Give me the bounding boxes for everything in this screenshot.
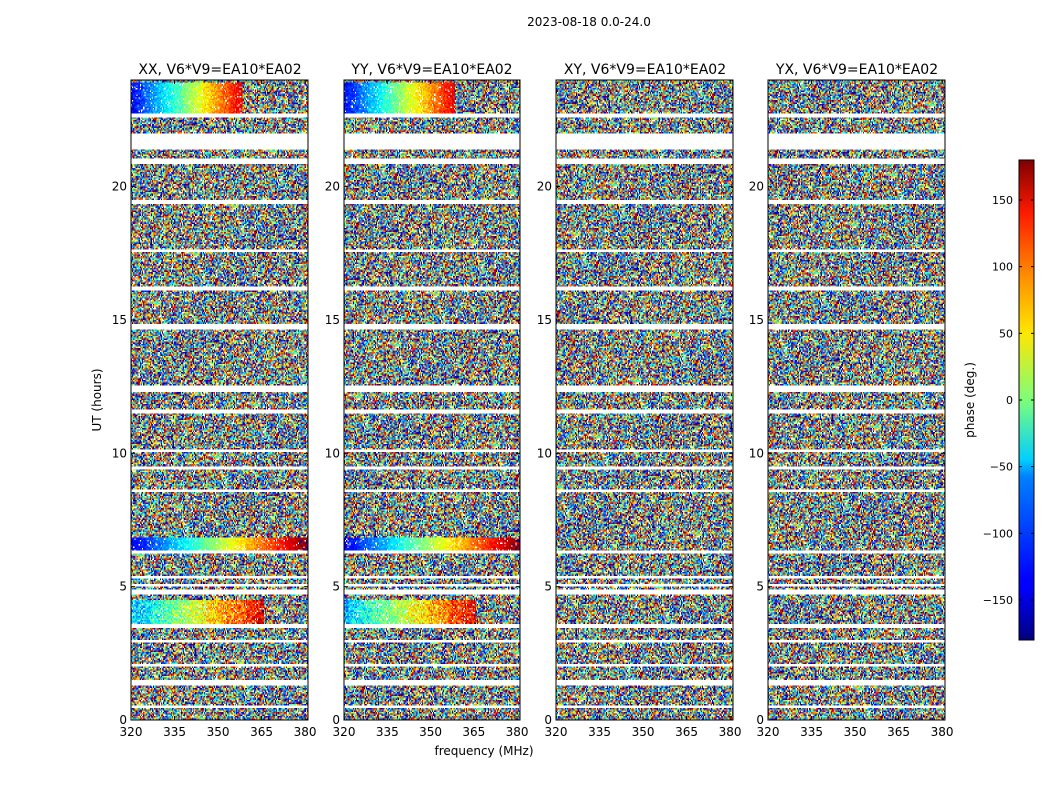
x-tick-label: 380 [294, 725, 317, 739]
panel-xy: XY, V6*V9=EA10*EA02 320 335 350 365 380 0 5 10… [537, 62, 742, 739]
y-tick-label: 15 [112, 313, 127, 327]
x-ticks-xy: 320 335 350 365 380 [545, 80, 742, 739]
x-ticks-yy: 320 335 350 365 380 [333, 80, 529, 739]
x-tick-label: 380 [719, 725, 742, 739]
x-tick-label: 365 [887, 725, 910, 739]
x-ticks-xx: 320 335 350 365 380 [120, 80, 317, 739]
x-tick-label: 365 [462, 725, 485, 739]
heatmap-image-xx [131, 80, 308, 720]
y-tick-label: 15 [325, 313, 340, 327]
colorbar-tick-label: 150 [992, 194, 1013, 207]
y-ticks-xy: 0 5 10 15 20 [537, 180, 733, 727]
panel-yy: YY, V6*V9=EA10*EA02 320 335 350 365 380 0 5 10… [325, 62, 529, 739]
x-tick-label: 335 [800, 725, 823, 739]
panel-frame-xy [555, 79, 734, 721]
heatmap-image-xy [556, 80, 733, 720]
y-tick-label: 15 [749, 313, 764, 327]
y-tick-label: 0 [756, 713, 764, 727]
panel-xx: XX, V6*V9=EA10*EA02 320 335 350 365 380 0 5 10… [112, 62, 317, 739]
colorbar-tick-label: 0 [1006, 394, 1013, 407]
y-tick-label: 5 [756, 580, 764, 594]
x-tick-label: 365 [250, 725, 273, 739]
x-tick-label: 335 [588, 725, 611, 739]
x-tick-label: 335 [163, 725, 186, 739]
panel-title-xy: XY, V6*V9=EA10*EA02 [564, 62, 726, 78]
y-tick-label: 5 [119, 580, 127, 594]
panel-frame-yx [767, 79, 946, 721]
colorbar-tick-label: −150 [983, 594, 1013, 607]
y-ticks-yy: 0 5 10 15 20 [325, 180, 520, 727]
y-tick-label: 0 [544, 713, 552, 727]
colorbar-tick-label: −50 [990, 461, 1013, 474]
y-axis-label: UT (hours) [90, 368, 104, 431]
y-tick-label: 10 [537, 446, 552, 460]
y-tick-label: 20 [112, 180, 127, 194]
figure-suptitle: 2023-08-18 0.0-24.0 [527, 15, 651, 29]
panel-frame-yy [343, 79, 521, 721]
y-tick-label: 10 [112, 446, 127, 460]
y-tick-label: 20 [325, 180, 340, 194]
x-tick-label: 320 [333, 725, 356, 739]
heatmap-image-yy [344, 80, 520, 720]
colorbar-tick-label: −100 [983, 527, 1013, 540]
y-tick-label: 5 [544, 580, 552, 594]
heatmap-image-yx [768, 80, 945, 720]
x-tick-label: 350 [632, 725, 655, 739]
colorbar-tick-label: 100 [992, 261, 1013, 274]
y-tick-label: 0 [332, 713, 340, 727]
panel-title-yx: YX, V6*V9=EA10*EA02 [775, 62, 938, 78]
x-tick-label: 320 [757, 725, 780, 739]
x-ticks-yx: 320 335 350 365 380 [757, 80, 954, 739]
x-tick-label: 350 [419, 725, 442, 739]
y-tick-label: 15 [537, 313, 552, 327]
y-tick-label: 20 [537, 180, 552, 194]
y-tick-label: 5 [332, 580, 340, 594]
y-ticks-xx: 0 5 10 15 20 [112, 180, 308, 727]
y-ticks-yx: 0 5 10 15 20 [749, 180, 945, 727]
panel-yx: YX, V6*V9=EA10*EA02 320 335 350 365 380 0 5 10… [749, 62, 954, 739]
y-tick-label: 10 [749, 446, 764, 460]
colorbar-tick-label: 50 [999, 327, 1013, 340]
y-tick-label: 0 [119, 713, 127, 727]
x-tick-label: 335 [376, 725, 399, 739]
panel-title-yy: YY, V6*V9=EA10*EA02 [350, 62, 512, 78]
panel-frame-xx [130, 79, 309, 721]
x-tick-label: 380 [931, 725, 954, 739]
x-tick-label: 320 [545, 725, 568, 739]
x-tick-label: 350 [844, 725, 867, 739]
panel-title-xx: XX, V6*V9=EA10*EA02 [138, 62, 301, 78]
x-tick-label: 320 [120, 725, 143, 739]
y-tick-label: 20 [749, 180, 764, 194]
colorbar-label: phase (deg.) [963, 362, 977, 438]
y-tick-label: 10 [325, 446, 340, 460]
x-tick-label: 380 [506, 725, 529, 739]
colorbar: −150 −100 −50 0 50 100 150 phase (deg.) [963, 159, 1035, 641]
x-tick-label: 350 [207, 725, 230, 739]
x-axis-label: frequency (MHz) [434, 744, 533, 758]
x-tick-label: 365 [675, 725, 698, 739]
colorbar-ticks: −150 −100 −50 0 50 100 150 [983, 194, 1034, 607]
